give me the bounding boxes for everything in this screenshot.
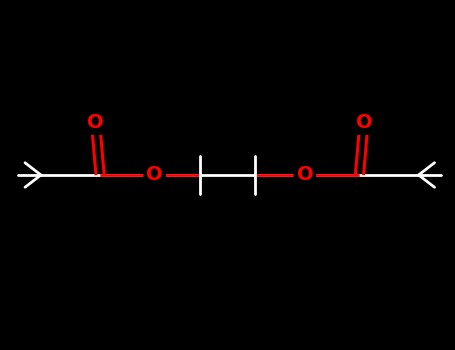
- Text: O: O: [87, 113, 104, 132]
- Text: O: O: [356, 113, 372, 132]
- Text: O: O: [147, 166, 163, 184]
- Text: O: O: [297, 166, 313, 184]
